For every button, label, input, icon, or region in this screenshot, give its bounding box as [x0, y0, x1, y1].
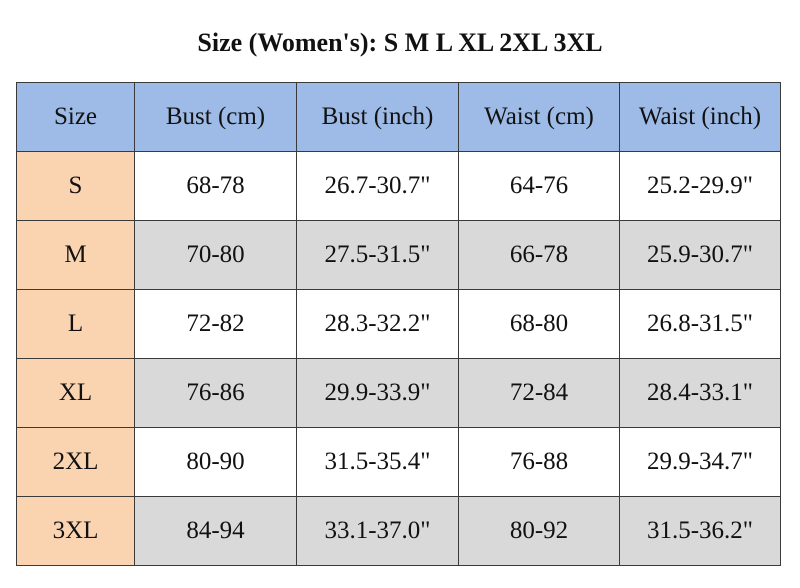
table-cell: 64-76	[458, 151, 620, 221]
table-cell: 70-80	[134, 220, 297, 290]
table-cell: 80-90	[134, 427, 297, 497]
table-cell: 25.9-30.7"	[619, 220, 781, 290]
table-cell: 29.9-34.7"	[619, 427, 781, 497]
table-cell: 31.5-36.2"	[619, 496, 781, 566]
column-header: Waist (cm)	[458, 82, 620, 152]
column-header: Waist (inch)	[619, 82, 781, 152]
table-cell: 27.5-31.5"	[296, 220, 459, 290]
table-cell: 66-78	[458, 220, 620, 290]
column-header: Bust (inch)	[296, 82, 459, 152]
column-header: Size	[16, 82, 135, 152]
table-cell: 26.7-30.7"	[296, 151, 459, 221]
size-cell: L	[16, 289, 135, 359]
table-row: L 72-82 28.3-32.2" 68-80 26.8-31.5"	[16, 289, 781, 359]
table-cell: 76-88	[458, 427, 620, 497]
table-cell: 28.4-33.1"	[619, 358, 781, 428]
table-cell: 28.3-32.2"	[296, 289, 459, 359]
table-cell: 84-94	[134, 496, 297, 566]
size-cell: 3XL	[16, 496, 135, 566]
size-cell: XL	[16, 358, 135, 428]
table-cell: 33.1-37.0"	[296, 496, 459, 566]
table-cell: 29.9-33.9"	[296, 358, 459, 428]
table-row: XL 76-86 29.9-33.9" 72-84 28.4-33.1"	[16, 358, 781, 428]
table-cell: 25.2-29.9"	[619, 151, 781, 221]
table-row: 2XL 80-90 31.5-35.4" 76-88 29.9-34.7"	[16, 427, 781, 497]
table-cell: 68-80	[458, 289, 620, 359]
table-row: S 68-78 26.7-30.7" 64-76 25.2-29.9"	[16, 151, 781, 221]
table-cell: 72-84	[458, 358, 620, 428]
table-cell: 68-78	[134, 151, 297, 221]
size-cell: S	[16, 151, 135, 221]
table-cell: 26.8-31.5"	[619, 289, 781, 359]
table-cell: 80-92	[458, 496, 620, 566]
size-table: Size Bust (cm) Bust (inch) Waist (cm) Waist …	[16, 82, 781, 566]
table-row: M 70-80 27.5-31.5" 66-78 25.9-30.7"	[16, 220, 781, 290]
table-row: 3XL 84-94 33.1-37.0" 80-92 31.5-36.2"	[16, 496, 781, 566]
title: Size (Women's): S M L XL 2XL 3XL	[197, 28, 603, 57]
table-cell: 72-82	[134, 289, 297, 359]
table-cell: 31.5-35.4"	[296, 427, 459, 497]
size-cell: M	[16, 220, 135, 290]
size-cell: 2XL	[16, 427, 135, 497]
column-header: Bust (cm)	[134, 82, 297, 152]
header-row: Size Bust (cm) Bust (inch) Waist (cm) Waist …	[16, 82, 781, 152]
table-cell: 76-86	[134, 358, 297, 428]
